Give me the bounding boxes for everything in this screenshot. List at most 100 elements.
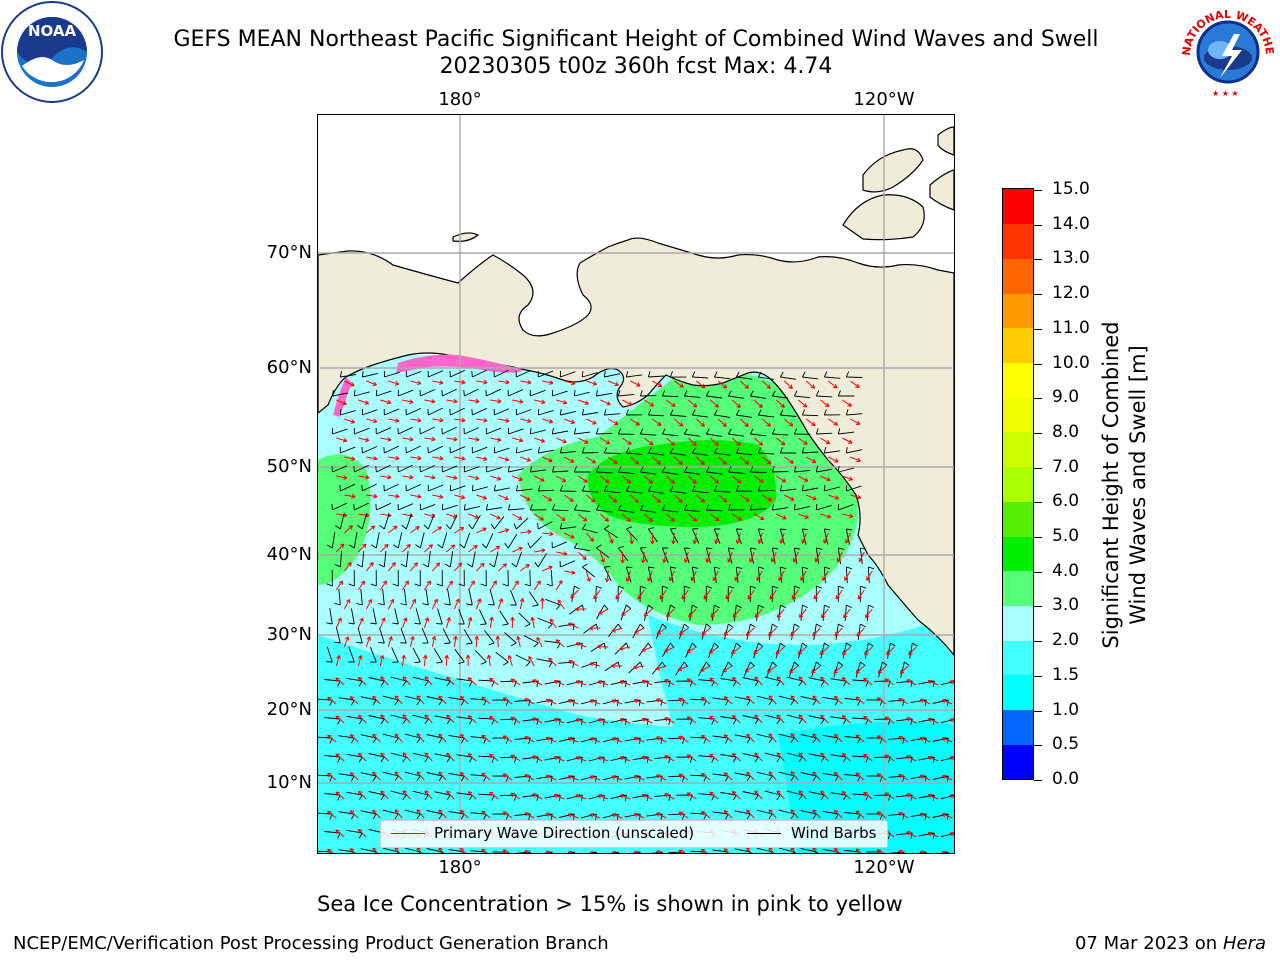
wave-direction-arrow — [357, 790, 367, 800]
wave-direction-arrow — [683, 551, 689, 563]
wave-direction-arrow — [467, 677, 477, 686]
wave-direction-arrow — [790, 695, 799, 705]
wind-barb — [639, 428, 657, 436]
wind-barb — [405, 370, 422, 378]
colorbar-tick-label: 4.0 — [1052, 560, 1080, 581]
colorbar-segment — [1003, 536, 1033, 572]
wave-direction-arrow — [555, 580, 563, 591]
wave-direction-arrow — [564, 418, 575, 424]
wave-direction-arrow — [812, 695, 821, 705]
wave-direction-arrow — [790, 627, 799, 637]
wave-direction-arrow — [432, 494, 444, 499]
lon-label-bottom-180: 180° — [438, 857, 482, 878]
wave-direction-arrow — [775, 399, 785, 408]
wind-barb — [683, 466, 701, 475]
wind-barb — [678, 623, 690, 640]
wave-direction-arrow — [833, 809, 843, 819]
wave-direction-arrow — [510, 754, 521, 762]
wave-direction-arrow — [643, 513, 653, 522]
wave-direction-arrow — [567, 622, 579, 629]
wind-barb — [558, 775, 575, 782]
wind-barb — [691, 371, 709, 379]
wind-barb — [375, 502, 391, 511]
colorbar-tick — [1034, 398, 1042, 400]
wind-barb — [405, 445, 421, 454]
wave-direction-arrow — [349, 848, 356, 853]
colorbar-segment — [1003, 709, 1033, 745]
wind-barb — [339, 483, 355, 492]
wave-direction-arrow — [927, 831, 939, 838]
wave-direction-arrow — [520, 529, 532, 535]
wind-barb — [798, 642, 808, 659]
wave-direction-arrow — [723, 696, 733, 705]
wave-direction-arrow — [468, 475, 480, 481]
wave-direction-arrow — [820, 475, 831, 482]
wave-direction-arrow — [842, 475, 853, 481]
wind-barb — [775, 642, 786, 659]
wave-direction-arrow — [489, 791, 499, 800]
wave-direction-arrow — [744, 665, 755, 673]
wind-barb — [537, 485, 555, 492]
wave-direction-arrow — [671, 532, 676, 545]
wave-direction-arrow — [589, 699, 601, 705]
wave-direction-arrow — [822, 570, 829, 581]
wave-direction-arrow — [498, 379, 510, 385]
wind-barb — [639, 390, 657, 397]
wind-barb — [612, 851, 619, 853]
wind-barb — [768, 623, 778, 640]
wave-direction-arrow — [578, 475, 588, 483]
wind-barb — [529, 427, 546, 435]
wind-barb — [632, 794, 649, 801]
wind-barb — [801, 447, 819, 454]
colorbar-segment — [1003, 223, 1033, 259]
wave-direction-arrow — [611, 813, 623, 819]
wave-direction-arrow — [481, 772, 491, 781]
wave-direction-arrow — [475, 562, 485, 572]
wave-direction-arrow — [432, 455, 444, 461]
wave-direction-arrow — [444, 654, 450, 667]
wave-direction-arrow — [731, 714, 741, 724]
wind-barb — [793, 428, 811, 435]
wave-direction-arrow — [709, 437, 719, 446]
wave-direction-arrow — [380, 714, 389, 724]
wind-barb — [724, 623, 734, 640]
wind-barb — [581, 409, 599, 416]
land-alaska-canada — [318, 237, 954, 656]
wind-barb — [510, 589, 517, 606]
wave-direction-arrow — [438, 809, 447, 819]
wind-barb — [490, 516, 505, 530]
wave-direction-arrow — [843, 608, 851, 619]
wave-direction-arrow — [621, 608, 631, 617]
wind-barb — [661, 585, 669, 603]
wind-barb — [669, 566, 677, 583]
wave-direction-arrow — [769, 589, 777, 600]
wave-direction-arrow — [489, 677, 499, 686]
wave-direction-arrow — [619, 756, 631, 762]
wave-direction-arrow — [589, 775, 601, 781]
wind-barb — [383, 483, 399, 492]
wave-direction-arrow — [722, 665, 733, 672]
wave-direction-arrow — [949, 794, 954, 799]
wave-direction-arrow — [365, 636, 371, 648]
wave-direction-arrow — [841, 715, 851, 724]
wave-direction-arrow — [545, 736, 557, 743]
wave-direction-arrow — [423, 580, 431, 591]
wave-direction-arrow — [589, 851, 594, 853]
wind-barb — [348, 646, 355, 663]
wind-barb — [485, 388, 501, 397]
wave-direction-arrow — [866, 570, 873, 581]
wave-direction-arrow — [766, 665, 777, 673]
wave-direction-arrow — [575, 642, 587, 648]
wave-direction-arrow — [600, 437, 611, 445]
svg-text:★ ★ ★: ★ ★ ★ — [1212, 89, 1239, 98]
wind-barb — [412, 647, 421, 664]
wave-direction-arrow — [754, 475, 764, 483]
wave-direction-arrow — [710, 513, 720, 522]
wave-direction-arrow — [710, 608, 719, 618]
wave-direction-arrow — [534, 399, 546, 405]
wave-direction-arrow — [812, 809, 821, 819]
wave-direction-arrow — [335, 677, 345, 686]
wave-direction-arrow — [553, 679, 565, 686]
wind-barb — [353, 427, 370, 435]
wind-barb — [571, 585, 580, 602]
